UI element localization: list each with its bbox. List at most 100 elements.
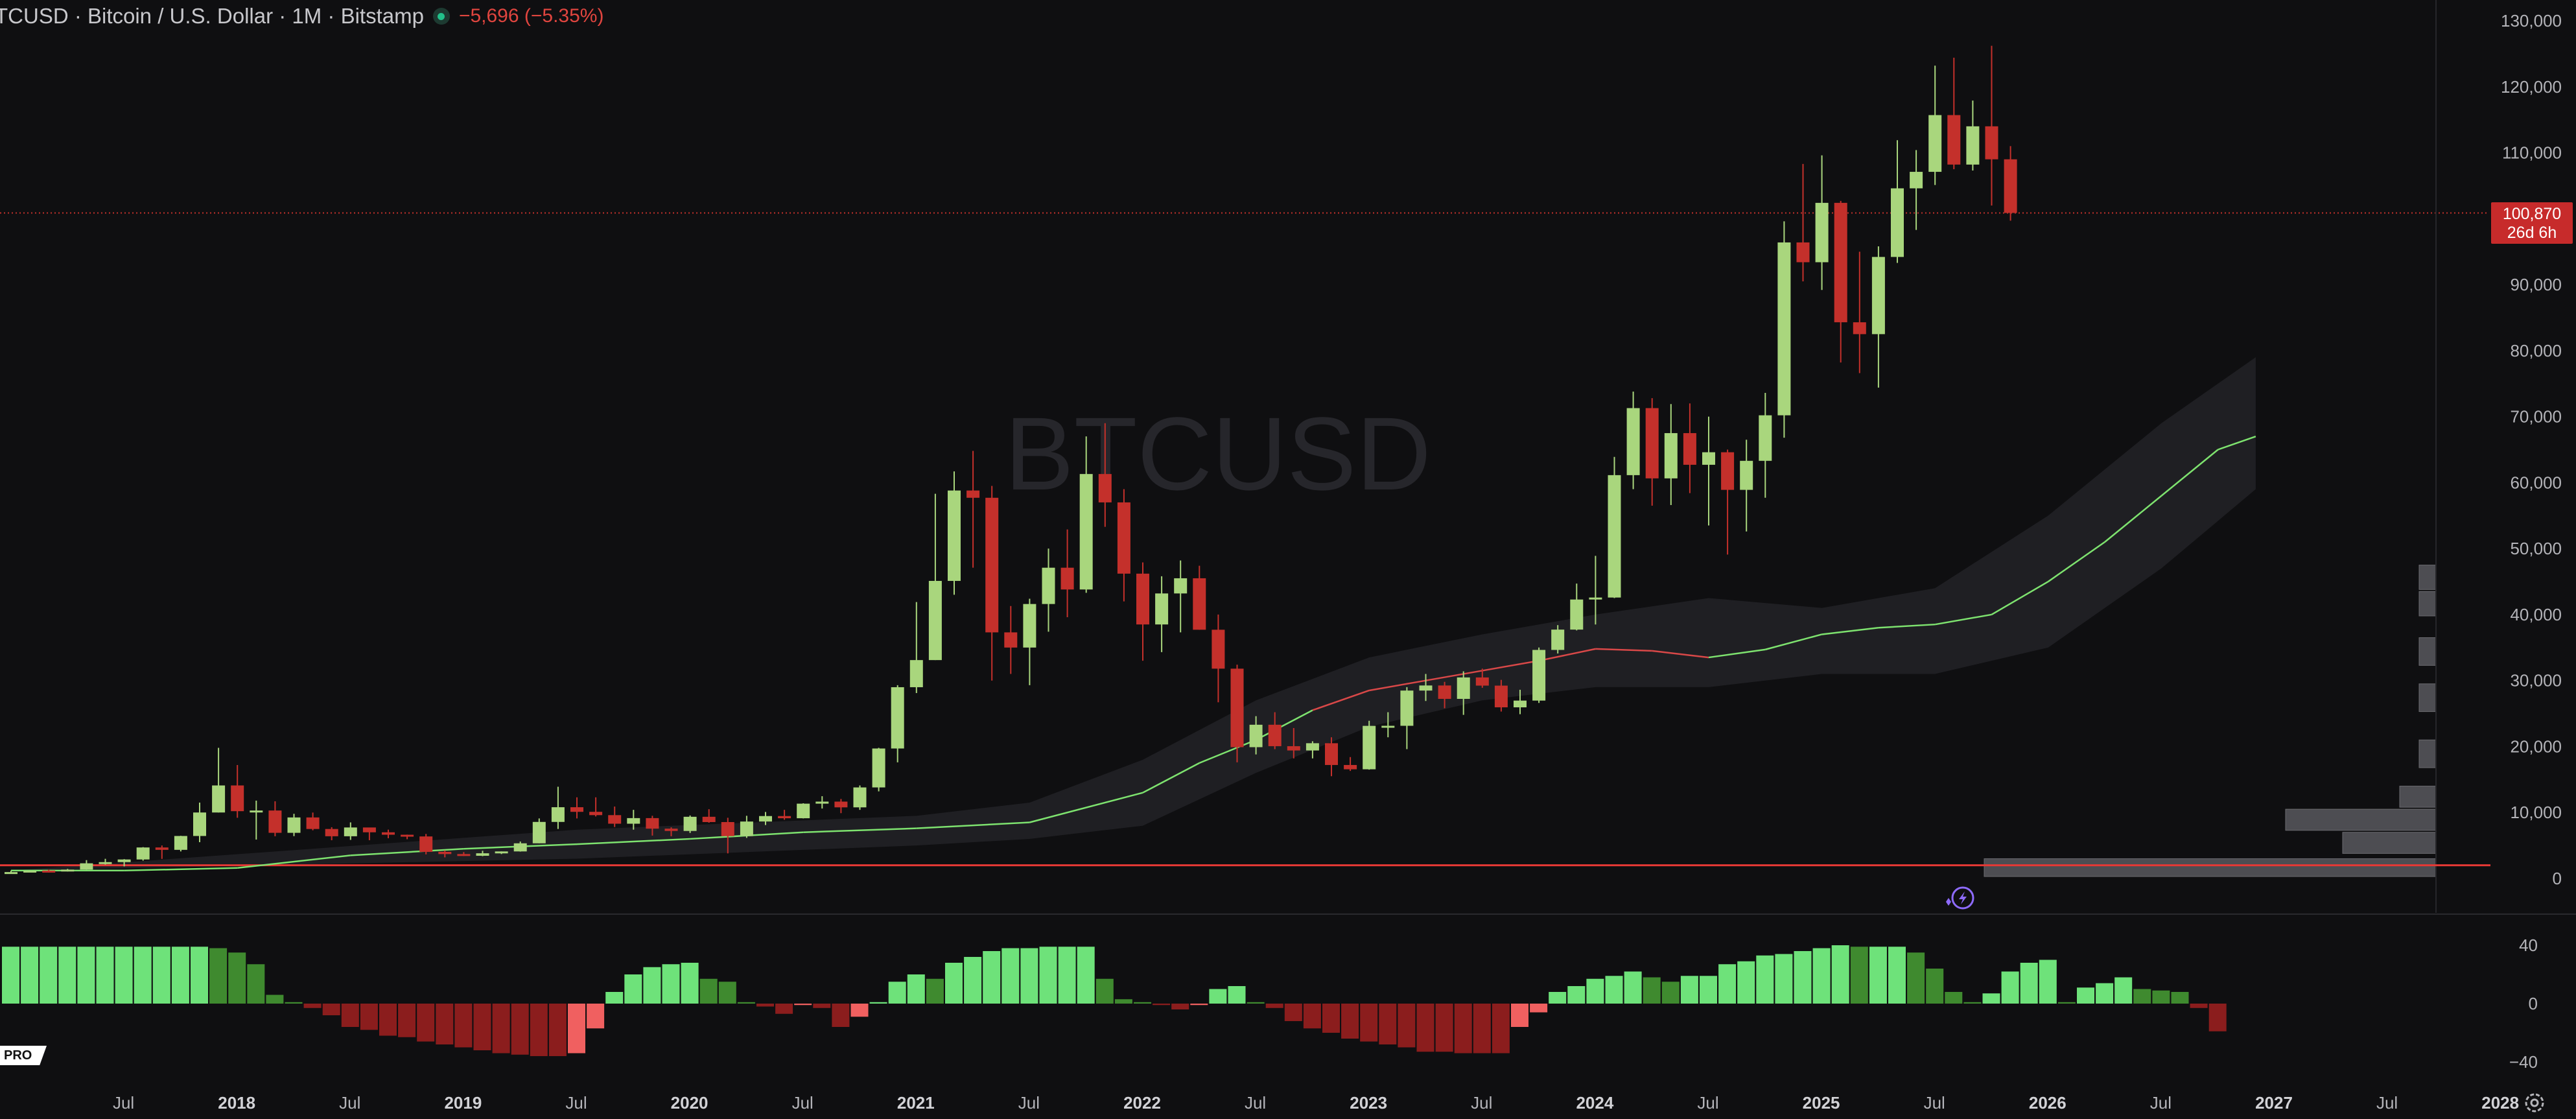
histogram-bar-0 [2, 947, 19, 1004]
candle-body-18 [344, 827, 357, 836]
candle-1 [23, 870, 37, 873]
pro-badge[interactable]: PRO [0, 1046, 47, 1065]
ma-segment-11 [1199, 739, 1257, 764]
histogram-bar-74 [1398, 1004, 1416, 1048]
ma-segment-10 [1142, 762, 1200, 794]
candle-body-72 [1363, 725, 1376, 770]
candle-body-38 [721, 821, 734, 836]
histogram-bar-45 [850, 1004, 869, 1017]
histogram-bar-79 [1492, 1004, 1510, 1054]
ma-segment-8 [916, 821, 1030, 829]
histogram-bar-6 [115, 947, 133, 1004]
symbol-header[interactable]: TCUSD · Bitcoin / U.S. Dollar · 1M · Bit… [0, 0, 603, 32]
candle-body-101 [1910, 172, 1923, 189]
candle-body-34 [646, 818, 659, 829]
ma-segment-29 [2218, 435, 2256, 451]
candle-102 [1928, 65, 1942, 185]
candle-81 [1532, 647, 1546, 703]
candle-106 [2004, 146, 2017, 221]
histogram-bar-94 [1775, 954, 1793, 1004]
histogram-bar-88 [1661, 982, 1680, 1004]
current-price-badge: 100,870 26d 6h [2491, 202, 2573, 244]
candle-6 [117, 859, 131, 867]
candle-42 [797, 803, 810, 819]
histogram-bar-26 [492, 1004, 510, 1054]
price-tick-label: 130,000 [2501, 11, 2562, 30]
histogram-bar-117 [2208, 1004, 2227, 1031]
symbol-title[interactable]: TCUSD · Bitcoin / U.S. Dollar · 1M · Bit… [0, 4, 424, 28]
histogram-bar-105 [1982, 993, 2000, 1004]
histogram-bar-10 [191, 947, 208, 1004]
price-change: −5,696 (−5.35%) [458, 5, 604, 27]
time-tick-label: Jul [1471, 1093, 1492, 1113]
histogram-axis[interactable]: 40 0 −40 [2509, 936, 2538, 1072]
histogram-bar-19 [360, 1004, 378, 1030]
ma-segment-16 [1482, 659, 1540, 672]
histogram-bar-107 [2020, 963, 2038, 1004]
price-axis[interactable]: 130,000120,000110,000100,00090,00080,000… [2501, 11, 2562, 888]
candle-11 [212, 748, 226, 813]
histogram-bar-70 [1322, 1004, 1340, 1033]
candle-89 [1683, 403, 1696, 493]
candle-25 [476, 851, 489, 856]
ma-segment-17 [1538, 648, 1596, 662]
histogram-bar-17 [322, 1004, 340, 1015]
candle-16 [306, 812, 320, 830]
candle-46 [872, 748, 885, 792]
candle-77 [1457, 671, 1470, 715]
candle-62 [1174, 560, 1188, 633]
candle-body-29 [551, 807, 565, 822]
ma-segment-25 [1991, 580, 2049, 616]
candle-75 [1419, 674, 1433, 701]
candle-99 [1871, 246, 1885, 388]
candle-body-66 [1249, 724, 1263, 748]
histogram-bar-108 [2039, 960, 2057, 1004]
candle-61 [1155, 576, 1169, 652]
candle-body-77 [1457, 677, 1470, 699]
candle-body-52 [985, 497, 999, 633]
candle-body-20 [382, 832, 395, 835]
candle-33 [627, 810, 640, 830]
histogram-bar-55 [1039, 947, 1057, 1004]
histogram-bar-39 [737, 1002, 755, 1004]
time-tick-label: 2022 [1123, 1093, 1161, 1113]
candle-41 [778, 810, 791, 820]
ma-segment-12 [1256, 709, 1313, 741]
histogram-bar-57 [1077, 947, 1095, 1004]
histogram-bar-33 [624, 974, 642, 1004]
histogram-bar-4 [77, 947, 95, 1004]
histogram-bar-40 [756, 1004, 774, 1007]
time-tick-label: Jul [1245, 1093, 1266, 1113]
histogram-bar-11 [209, 948, 228, 1004]
histogram-bar-113 [2133, 989, 2151, 1004]
candle-86 [1626, 391, 1640, 489]
histogram-bar-61 [1153, 1004, 1171, 1006]
histogram-tick-label: 40 [2519, 936, 2538, 955]
candle-105 [1985, 45, 1998, 206]
candle-88 [1664, 404, 1678, 505]
histogram-bar-116 [2190, 1004, 2208, 1008]
candle-body-14 [268, 810, 282, 833]
histogram-bar-80 [1511, 1004, 1528, 1027]
histogram-bar-27 [511, 1004, 529, 1055]
candle-49 [928, 493, 942, 661]
histogram-bar-66 [1247, 1002, 1265, 1004]
histogram-bar-34 [643, 967, 661, 1004]
volume-profile-bar-4 [2418, 739, 2437, 768]
price-tick-label: 120,000 [2501, 77, 2562, 97]
candle-body-8 [155, 847, 169, 850]
candle-body-68 [1287, 746, 1300, 751]
ma-segment-7 [803, 827, 917, 834]
candle-body-16 [306, 817, 320, 829]
watermark-layer: BTCUSD [1005, 395, 1431, 512]
ma-segment-5 [576, 838, 690, 845]
candle-7 [136, 847, 150, 861]
candle-103 [1947, 57, 1961, 169]
time-axis[interactable]: Jul 2018 Jul 2019 Jul 2020 Jul 2021 Jul 2022 Jul 20… [113, 1093, 2519, 1113]
candle-0 [5, 870, 18, 875]
candle-14 [268, 801, 282, 836]
histogram-bar-101 [1907, 952, 1925, 1004]
histogram-bar-67 [1265, 1004, 1283, 1008]
candle-body-7 [136, 847, 150, 860]
